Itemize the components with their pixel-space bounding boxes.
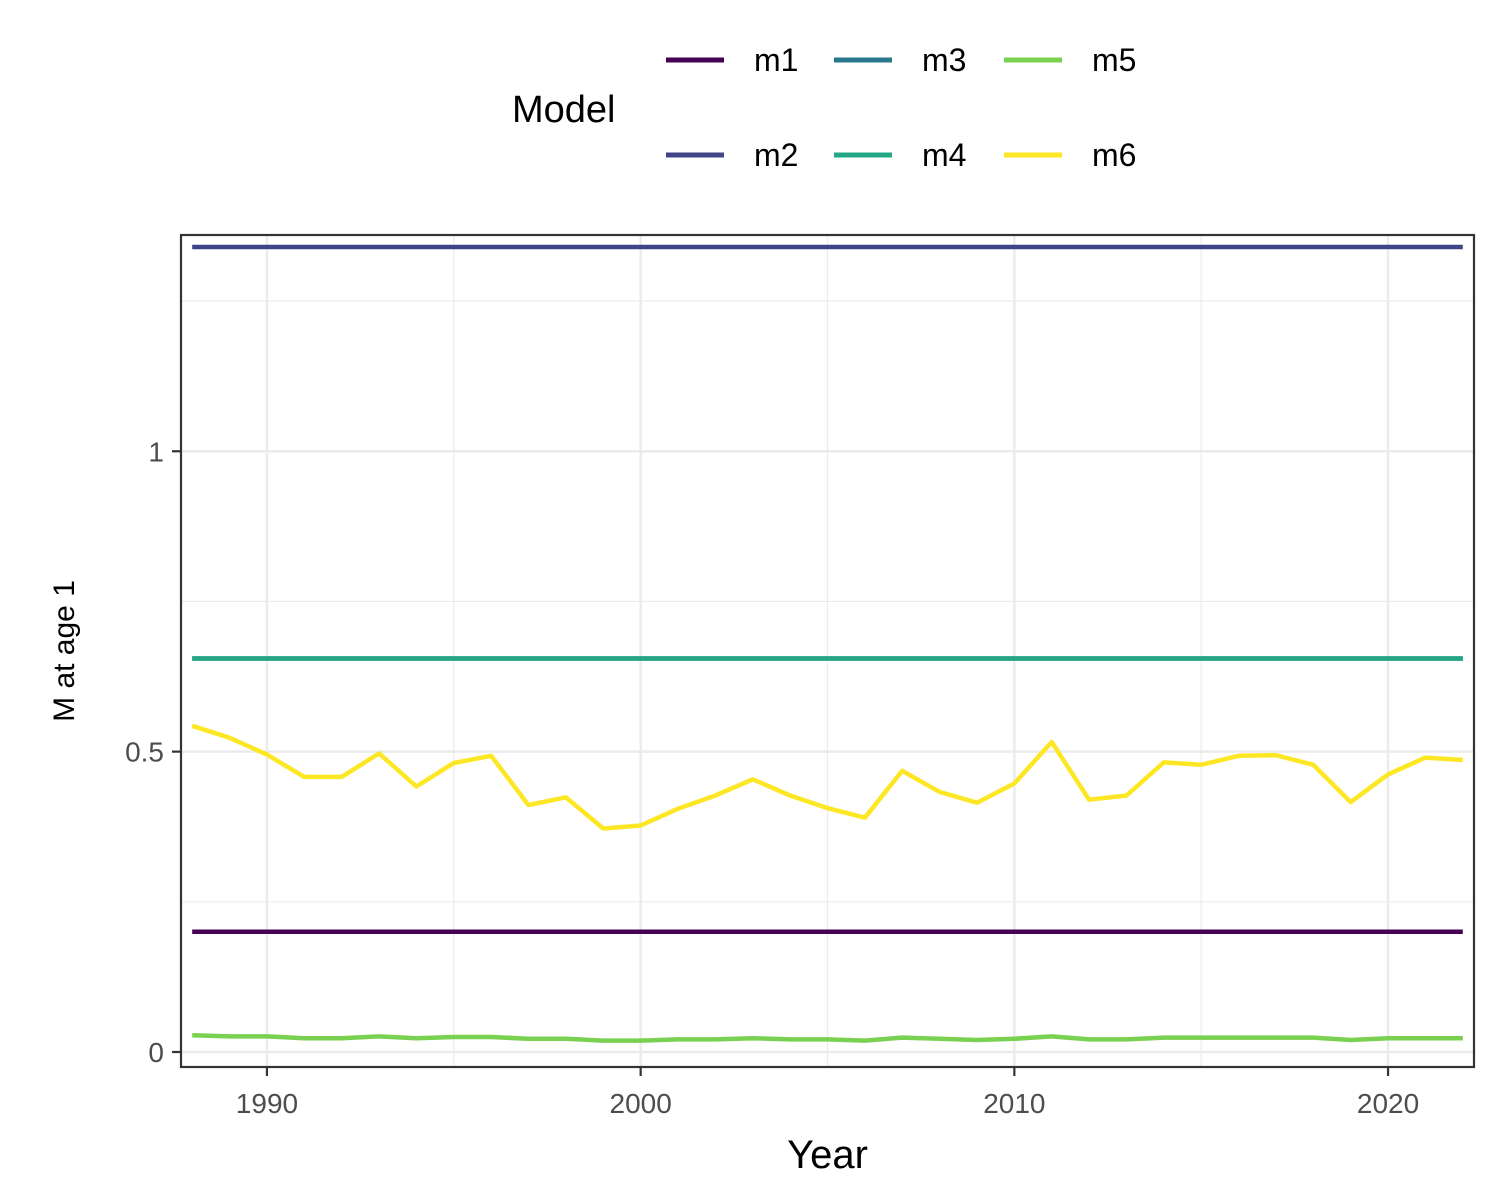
x-axis-title: Year [787,1133,868,1177]
legend-label-m5: m5 [1092,42,1136,78]
legend-label-m3: m3 [922,42,966,78]
legend-label-m6: m6 [1092,137,1136,173]
series-line-m5 [192,1032,1463,1043]
x-tick-label: 1990 [236,1088,298,1119]
legend: m1 m2 m3 m4 m5 m6 [666,42,1136,173]
legend-label-m2: m2 [754,137,798,173]
y-axis-title: M at age 1 [48,580,81,722]
plot-panel-border [179,233,1476,1069]
y-tick-label: 0 [148,1037,164,1068]
legend-label-m4: m4 [922,137,966,173]
axes: 1990 2000 2010 2020 0 0.5 1 [125,436,1419,1119]
legend-title: Model [512,89,616,131]
x-tick-label: 2010 [983,1088,1045,1119]
y-tick-label: 0.5 [125,737,164,768]
legend-label-m1: m1 [754,42,798,78]
series-line-m6 [191,723,1463,831]
grid-lines [181,235,1474,1067]
series-lines [191,244,1463,1043]
y-tick-label: 1 [148,436,164,467]
x-tick-label: 2020 [1357,1088,1419,1119]
x-tick-label: 2000 [610,1088,672,1119]
